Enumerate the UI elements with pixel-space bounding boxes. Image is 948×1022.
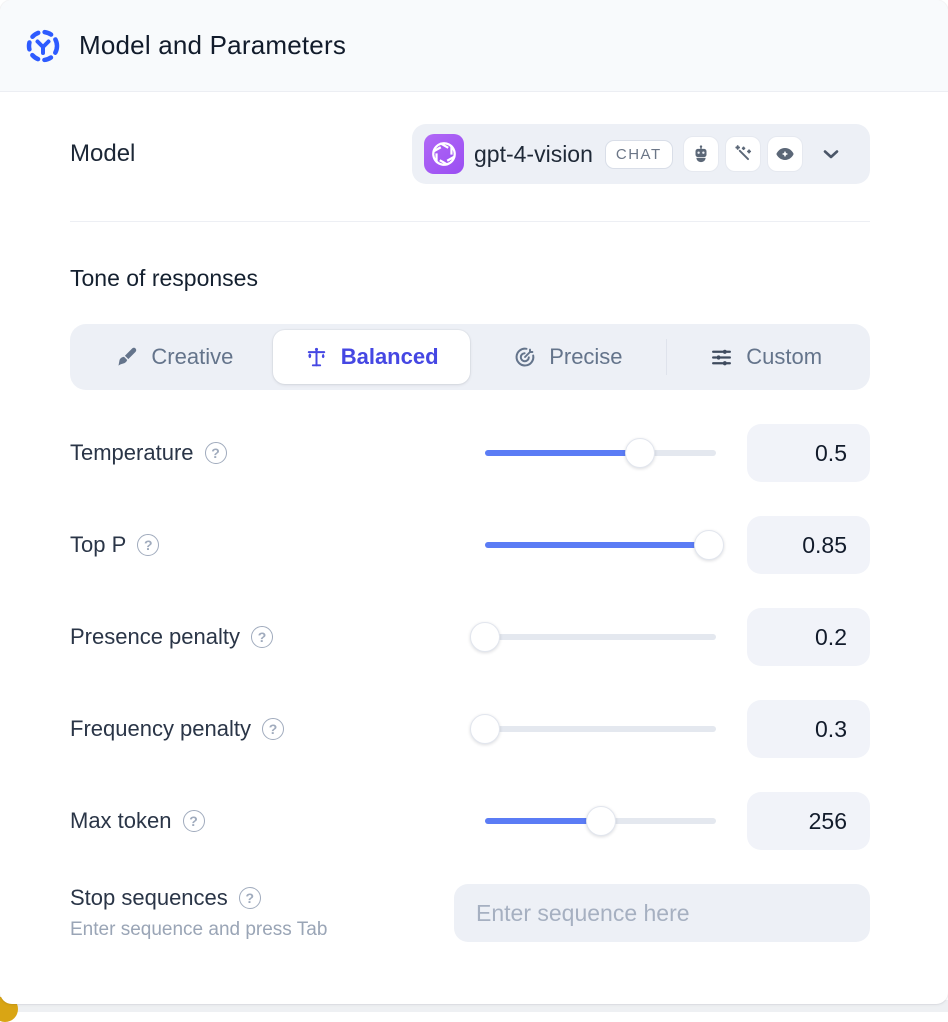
chat-type-badge: CHAT (604, 139, 673, 169)
param-label: Frequency penalty (70, 716, 251, 741)
tone-heading: Tone of responses (70, 265, 258, 291)
max-token-slider[interactable] (485, 806, 716, 836)
slider-thumb[interactable] (585, 806, 616, 836)
slider-thumb[interactable] (470, 714, 500, 744)
balance-scale-icon (304, 345, 329, 370)
magic-wand-icon (724, 136, 761, 172)
sliders-icon (709, 345, 734, 370)
max-token-value: 256 (747, 792, 870, 850)
temperature-value: 0.5 (747, 424, 870, 482)
help-icon[interactable]: ? (251, 626, 273, 648)
chevron-down-icon (819, 142, 843, 166)
frequency-penalty-slider[interactable] (470, 714, 716, 744)
section-divider (70, 221, 870, 222)
robot-icon (682, 136, 719, 172)
help-icon[interactable]: ? (262, 718, 284, 740)
paintbrush-icon (115, 345, 139, 369)
slider-track (485, 726, 716, 732)
help-icon[interactable]: ? (204, 442, 227, 464)
tab-custom[interactable]: Custom (667, 330, 864, 384)
temperature-slider[interactable] (485, 438, 716, 468)
param-label: Top P (70, 532, 127, 557)
tab-divider (666, 339, 668, 375)
param-label: Max token (70, 808, 172, 833)
top-p-slider[interactable] (485, 530, 725, 560)
slider-fill (485, 450, 640, 456)
stop-sequences-hint: Enter sequence and press Tab (70, 919, 328, 940)
panel-header: Model and Parameters (0, 0, 948, 92)
help-icon[interactable]: ? (238, 887, 261, 909)
param-row-top-p: Top P ? 0.85 (70, 516, 870, 574)
slider-track (485, 634, 716, 640)
param-row-frequency-penalty: Frequency penalty ? 0.3 (70, 700, 870, 758)
stop-sequence-input[interactable] (454, 884, 870, 942)
model-label: Model (70, 140, 136, 167)
param-label: Presence penalty (70, 624, 240, 649)
slider-fill (485, 818, 601, 824)
help-icon[interactable]: ? (182, 810, 205, 832)
model-select[interactable]: gpt-4-vision CHAT (412, 124, 870, 184)
presence-penalty-value: 0.2 (747, 608, 870, 666)
param-row-max-token: Max token ? 256 (70, 792, 870, 850)
stop-sequences-row: Stop sequences ? Enter sequence and pres… (70, 884, 870, 942)
target-icon (513, 345, 537, 369)
slider-thumb[interactable] (470, 622, 500, 652)
stop-sequences-label: Stop sequences (70, 885, 228, 910)
model-hub-icon (24, 27, 62, 65)
model-name: gpt-4-vision (474, 140, 593, 167)
tone-tab-bar: Creative Balanc (70, 324, 870, 390)
help-icon[interactable]: ? (137, 534, 160, 556)
tab-label: Creative (151, 344, 234, 369)
top-p-value: 0.85 (747, 516, 870, 574)
param-row-presence-penalty: Presence penalty ? 0.2 (70, 608, 870, 666)
panel-title: Model and Parameters (79, 30, 347, 60)
slider-fill (485, 542, 710, 548)
tab-balanced[interactable]: Balanced (272, 330, 470, 384)
param-row-temperature: Temperature ? 0.5 (70, 424, 870, 482)
param-label: Temperature (70, 440, 194, 465)
model-row: Model (70, 124, 870, 184)
tab-label: Balanced (340, 344, 439, 369)
vision-eye-icon (766, 136, 803, 172)
tab-creative[interactable]: Creative (76, 330, 273, 384)
slider-thumb[interactable] (694, 530, 725, 560)
frequency-penalty-value: 0.3 (747, 700, 870, 758)
tab-precise[interactable]: Precise (470, 330, 667, 384)
tab-label: Precise (549, 344, 623, 369)
openai-logo (424, 134, 464, 174)
capability-chips (682, 136, 803, 172)
presence-penalty-slider[interactable] (470, 622, 716, 652)
tab-label: Custom (746, 344, 823, 369)
slider-thumb[interactable] (624, 438, 655, 468)
